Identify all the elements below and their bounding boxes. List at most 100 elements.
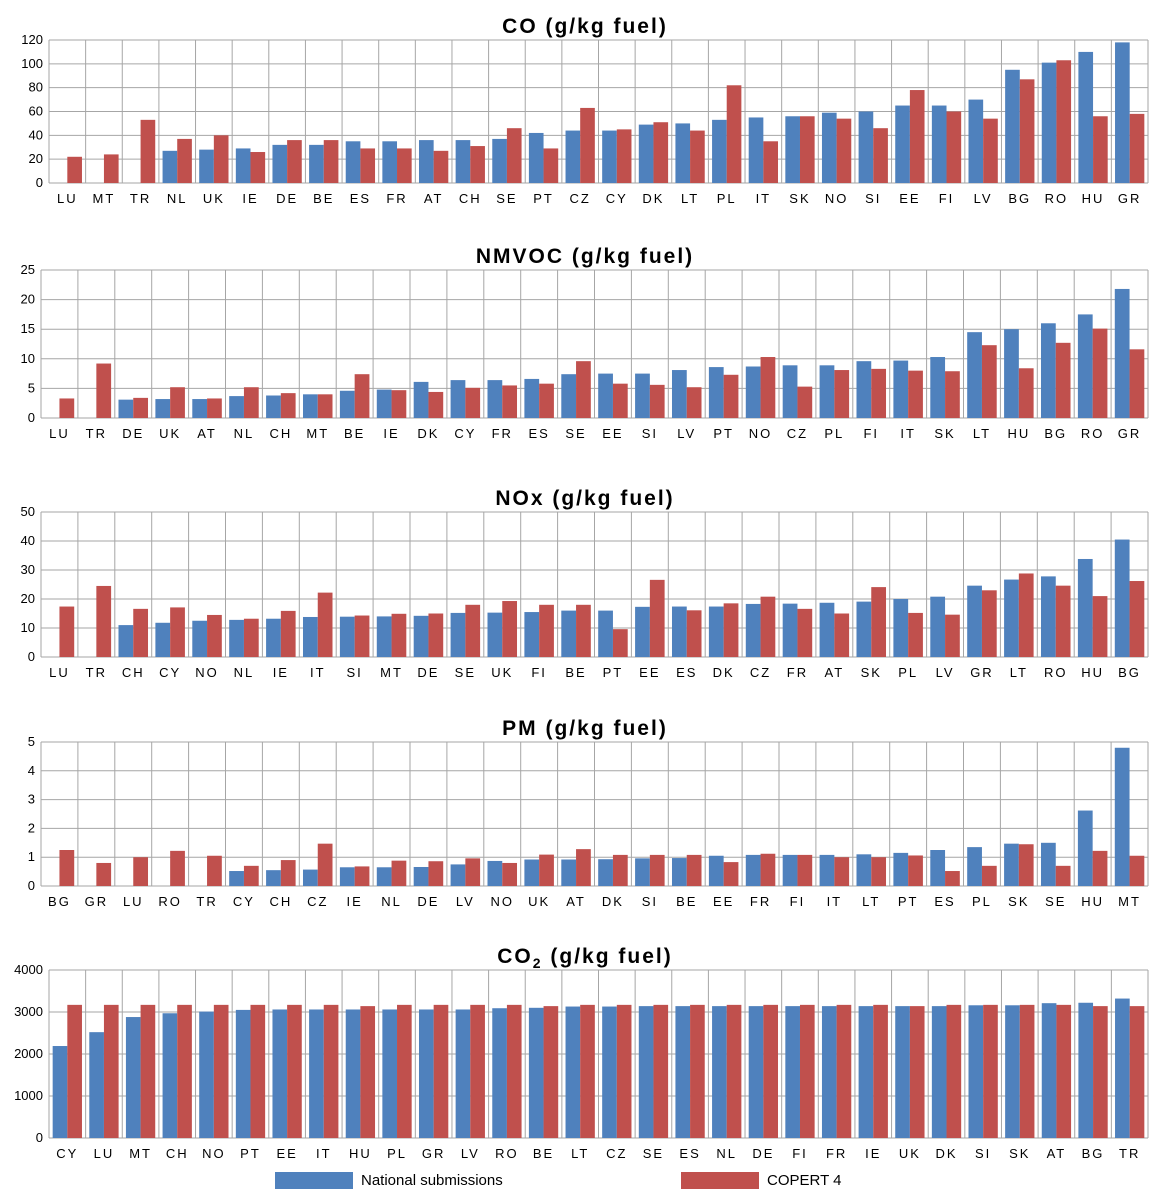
x-tick-label: RO: [1081, 426, 1105, 441]
chart-panel-5: 0 1000 2000 3000 4000 CY LU MT CH NO PT EE IT HU PL GR L…: [14, 945, 1149, 1161]
x-tick-label: EE: [276, 1146, 297, 1161]
bar-national: [339, 867, 355, 886]
x-tick-label: SK: [861, 665, 882, 680]
bar-copert: [170, 387, 185, 418]
x-tick-label: FR: [492, 426, 513, 441]
y-tick-label: 100: [21, 56, 43, 71]
x-tick-label: LT: [681, 191, 699, 206]
bar-national: [376, 616, 392, 657]
bar-copert: [207, 398, 222, 418]
bar-copert: [1018, 573, 1034, 657]
bar-copert: [981, 345, 997, 418]
bar-copert: [170, 607, 185, 657]
bar-national: [266, 618, 281, 657]
bar-copert: [576, 604, 591, 657]
x-tick-label: HU: [1082, 191, 1105, 206]
x-tick-label: TR: [1119, 1146, 1140, 1161]
x-tick-label: PL: [717, 191, 737, 206]
bar-national: [893, 852, 909, 886]
bar-national: [1041, 1003, 1057, 1138]
x-tick-label: NL: [167, 191, 188, 206]
bar-copert: [871, 587, 887, 657]
x-tick-label: CH: [122, 665, 145, 680]
bar-copert: [686, 387, 702, 418]
bar-copert: [580, 1004, 595, 1138]
bar-copert: [945, 871, 960, 886]
bar-national: [782, 365, 798, 418]
bar-copert: [133, 397, 149, 418]
x-tick-label: CY: [454, 426, 476, 441]
bar-copert: [690, 130, 705, 183]
bar-copert: [103, 154, 119, 183]
chart-panel-3: 0 10 20 30 40 50 LU TR CH CY NO NL IE IT SI MT DE SE UK FI B…: [21, 487, 1149, 680]
bar-copert: [760, 853, 776, 886]
bar-copert: [360, 148, 376, 183]
bar-national: [487, 860, 503, 886]
bar-copert: [1129, 113, 1145, 183]
x-tick-label: LV: [974, 191, 993, 206]
bar-national: [931, 1006, 947, 1138]
y-tick-label: 1: [28, 849, 35, 864]
bar-copert: [834, 370, 850, 418]
bar-national: [487, 612, 503, 657]
bar-national: [968, 99, 984, 183]
x-tick-label: SE: [643, 1146, 664, 1161]
bar-national: [235, 148, 251, 183]
bar-copert: [470, 1004, 485, 1138]
bar-national: [967, 332, 982, 418]
x-tick-label: CZ: [787, 426, 808, 441]
bar-national: [782, 854, 798, 886]
x-tick-label: PL: [824, 426, 844, 441]
bar-copert: [1055, 585, 1071, 657]
x-tick-label: EE: [639, 665, 660, 680]
x-tick-label: DK: [602, 894, 624, 909]
y-tick-label: 120: [21, 32, 43, 47]
x-tick-label: DE: [417, 665, 439, 680]
bar-copert: [391, 390, 407, 418]
bar-copert: [133, 608, 149, 657]
x-tick-label: AT: [566, 894, 586, 909]
x-tick-label: LU: [57, 191, 78, 206]
bar-national: [492, 138, 507, 183]
bar-national: [602, 1006, 617, 1138]
bar-copert: [59, 850, 75, 886]
legend-item-copert: COPERT 4: [681, 1170, 841, 1190]
y-tick-label: 0: [36, 1130, 43, 1145]
x-tick-label: DK: [642, 191, 664, 206]
bar-national: [524, 859, 540, 886]
bar-copert: [103, 1004, 119, 1138]
x-tick-label: ES: [676, 665, 697, 680]
bar-national: [1114, 747, 1130, 886]
x-tick-label: IE: [865, 1146, 881, 1161]
bar-copert: [873, 1004, 888, 1138]
y-tick-label: 5: [28, 380, 35, 395]
bar-national: [745, 366, 761, 418]
x-tick-label: UK: [159, 426, 181, 441]
x-tick-label: EE: [899, 191, 920, 206]
bar-national: [266, 395, 281, 418]
bar-copert: [67, 1004, 82, 1138]
bar-national: [748, 117, 764, 183]
bar-national: [1077, 810, 1093, 886]
bar-national: [418, 1009, 434, 1138]
x-tick-label: ES: [934, 894, 955, 909]
bar-national: [1041, 62, 1057, 184]
x-tick-label: TR: [130, 191, 151, 206]
x-tick-label: UK: [203, 191, 225, 206]
bar-copert: [797, 386, 813, 418]
bar-national: [893, 360, 909, 418]
bar-copert: [287, 140, 302, 183]
bar-copert: [723, 374, 739, 418]
x-tick-label: CZ: [307, 894, 328, 909]
x-tick-label: UK: [491, 665, 513, 680]
x-tick-label: LU: [49, 426, 70, 441]
bar-copert: [909, 90, 925, 183]
y-tick-label: 20: [21, 292, 35, 307]
x-tick-label: AT: [1047, 1146, 1067, 1161]
bar-copert: [612, 383, 628, 418]
x-tick-label: BG: [1082, 1146, 1105, 1161]
x-tick-label: ES: [528, 426, 549, 441]
bar-copert: [653, 1004, 669, 1138]
bar-national: [856, 854, 872, 886]
chart-title: PM (g/kg fuel): [502, 717, 668, 740]
